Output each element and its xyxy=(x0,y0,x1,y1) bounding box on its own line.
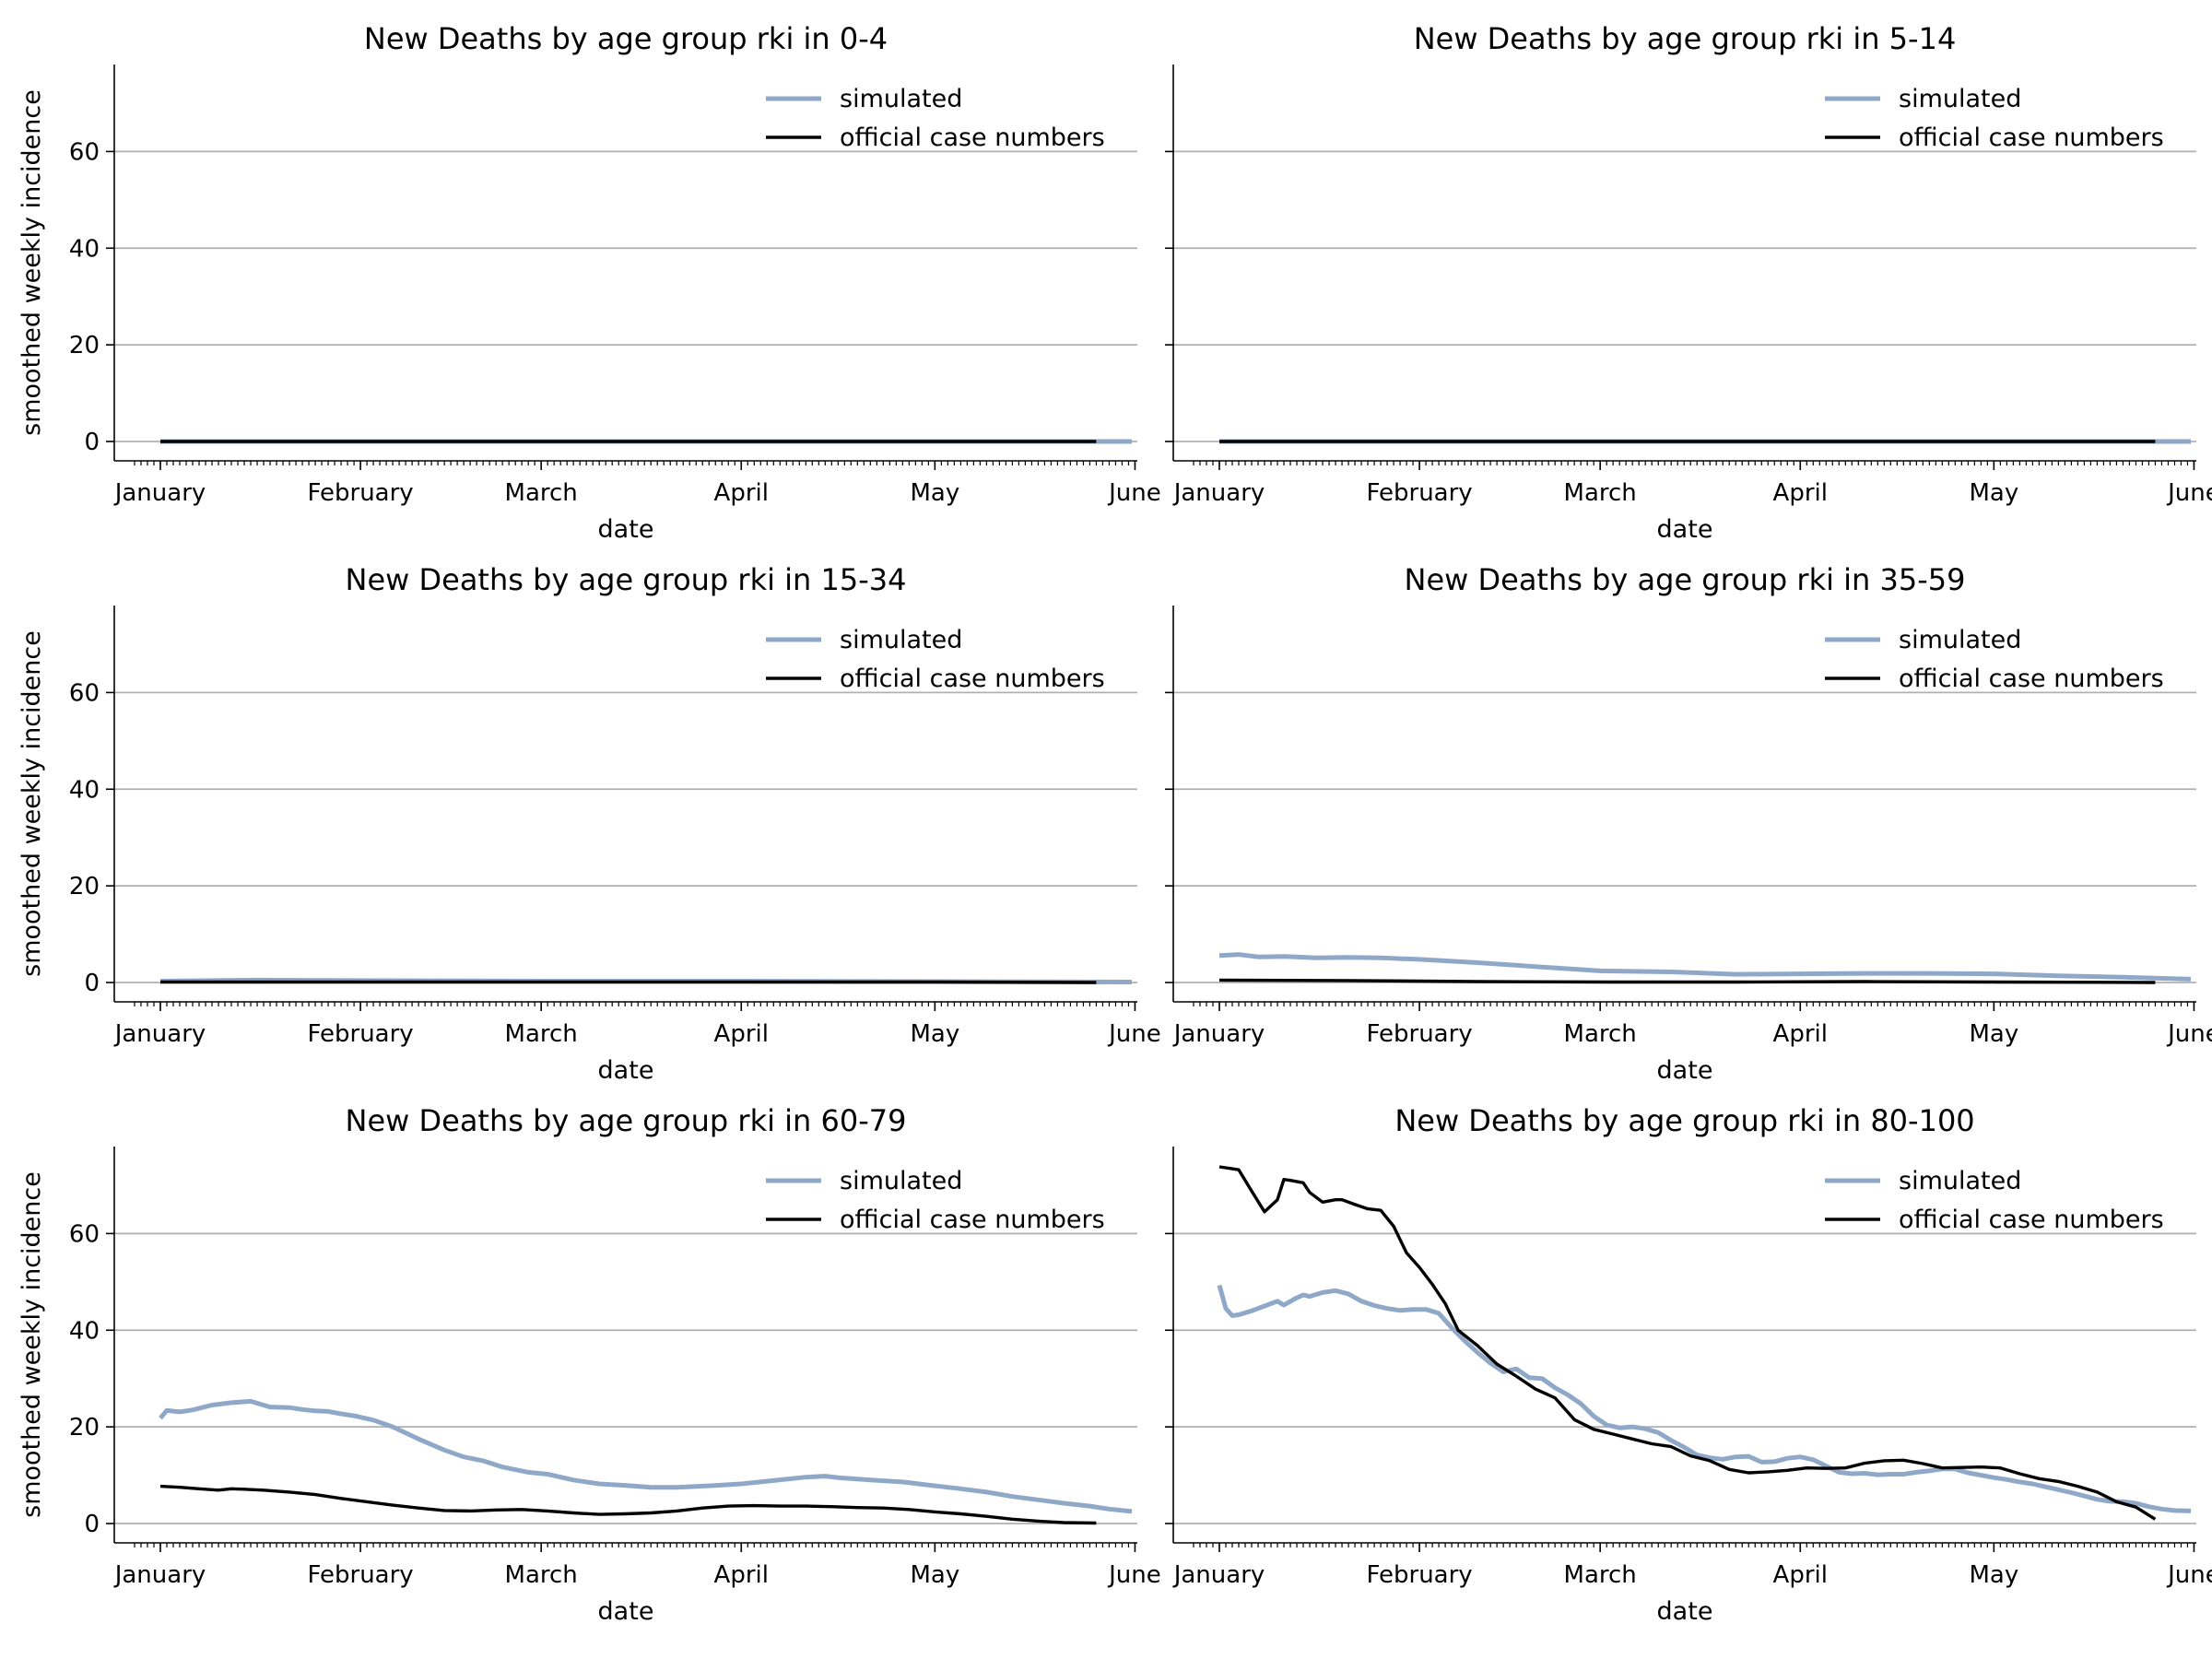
legend-label: simulated xyxy=(840,626,962,654)
x-tick-label: May xyxy=(910,1561,959,1589)
series-line-official-case-numbers xyxy=(159,1484,1097,1525)
x-tick-label: February xyxy=(307,1561,413,1589)
x-axis-label: date xyxy=(598,515,654,544)
subplot-5: 0 20 40 60 January February March April May June N… xyxy=(18,1103,1161,1626)
y-axis-label: smoothed weekly incidence xyxy=(18,1171,46,1518)
legend-label: simulated xyxy=(1899,626,2021,654)
x-tick-label: February xyxy=(1366,1020,1472,1048)
x-tick-label: May xyxy=(1969,1020,2018,1048)
x-axis-label: date xyxy=(1657,515,1713,544)
y-tick-label: 20 xyxy=(69,332,100,359)
subplot-6: January February March April May June New Deat… xyxy=(1165,1103,2212,1626)
x-tick-label: January xyxy=(113,479,206,507)
x-tick-label: March xyxy=(505,1020,578,1048)
y-tick-label: 0 xyxy=(84,429,100,456)
x-tick-label: April xyxy=(1773,479,1828,507)
x-axis-label: date xyxy=(1657,1056,1713,1085)
legend-label: simulated xyxy=(840,1167,962,1195)
subplot-4: January February March April May June New Deat… xyxy=(1165,562,2212,1085)
legend-label: simulated xyxy=(1899,1167,2021,1195)
y-axis-label: smoothed weekly incidence xyxy=(18,630,46,977)
chart-title: New Deaths by age group rki in 60-79 xyxy=(346,1103,907,1138)
x-tick-label: March xyxy=(505,1561,578,1589)
y-tick-label: 20 xyxy=(69,873,100,900)
subplot-2: January February March April May June New Deat… xyxy=(1165,21,2212,544)
legend-label: official case numbers xyxy=(1899,665,2164,693)
x-tick-label: April xyxy=(1773,1561,1828,1589)
x-tick-label: May xyxy=(1969,1561,2018,1589)
y-tick-label: 40 xyxy=(69,776,100,804)
x-tick-label: June xyxy=(2166,1561,2212,1589)
x-axis-label: date xyxy=(598,1056,654,1085)
x-tick-label: June xyxy=(1107,479,1161,507)
x-tick-label: March xyxy=(1564,479,1637,507)
x-tick-label: June xyxy=(1107,1561,1161,1589)
chart-title: New Deaths by age group rki in 35-59 xyxy=(1405,562,1966,597)
legend-label: official case numbers xyxy=(1899,1206,2164,1234)
legend-label: simulated xyxy=(840,85,962,113)
legend-label: official case numbers xyxy=(840,124,1105,152)
x-tick-label: January xyxy=(1172,1561,1265,1589)
x-tick-label: January xyxy=(1172,1020,1265,1048)
x-tick-label: June xyxy=(2166,1020,2212,1048)
x-tick-label: April xyxy=(714,1561,769,1589)
y-tick-label: 60 xyxy=(69,1220,100,1248)
x-tick-label: February xyxy=(307,479,413,507)
x-tick-label: March xyxy=(505,479,578,507)
x-tick-label: May xyxy=(910,1020,959,1048)
x-tick-label: June xyxy=(1107,1020,1161,1048)
legend-label: simulated xyxy=(1899,85,2021,113)
x-tick-label: February xyxy=(307,1020,413,1048)
x-axis-label: date xyxy=(1657,1597,1713,1626)
series-line-official-case-numbers xyxy=(1218,978,2156,984)
y-tick-label: 60 xyxy=(69,679,100,707)
y-tick-label: 0 xyxy=(84,1511,100,1538)
series-line-simulated xyxy=(159,1398,1133,1514)
x-tick-label: January xyxy=(113,1561,206,1589)
chart-title: New Deaths by age group rki in 80-100 xyxy=(1394,1103,1974,1138)
x-tick-label: May xyxy=(1969,479,2018,507)
y-tick-label: 40 xyxy=(69,1317,100,1345)
chart-title: New Deaths by age group rki in 0-4 xyxy=(364,21,888,56)
legend-label: official case numbers xyxy=(840,1206,1105,1234)
x-tick-label: June xyxy=(2166,479,2212,507)
legend-label: official case numbers xyxy=(840,665,1105,693)
series-line-simulated xyxy=(1218,952,2192,982)
x-tick-label: March xyxy=(1564,1561,1637,1589)
series-line-simulated xyxy=(1217,1284,2192,1513)
y-tick-label: 40 xyxy=(69,235,100,263)
x-tick-label: April xyxy=(714,479,769,507)
x-tick-label: February xyxy=(1366,479,1472,507)
x-tick-label: April xyxy=(714,1020,769,1048)
y-tick-label: 60 xyxy=(69,138,100,166)
legend-label: official case numbers xyxy=(1899,124,2164,152)
subplot-1: 0 20 40 60 January February March April May June N… xyxy=(18,21,1161,544)
x-tick-label: May xyxy=(910,479,959,507)
y-axis-label: smoothed weekly incidence xyxy=(18,89,46,436)
y-tick-label: 0 xyxy=(84,970,100,997)
chart-title: New Deaths by age group rki in 5-14 xyxy=(1414,21,1957,56)
subplot-3: 0 20 40 60 January February March April May June N… xyxy=(18,562,1161,1085)
series-line-official-case-numbers xyxy=(160,980,1097,984)
x-tick-label: January xyxy=(113,1020,206,1048)
series-line-official-case-numbers xyxy=(1218,1165,2157,1521)
x-tick-label: February xyxy=(1366,1561,1472,1589)
x-tick-label: March xyxy=(1564,1020,1637,1048)
x-tick-label: January xyxy=(1172,479,1265,507)
chart-title: New Deaths by age group rki in 15-34 xyxy=(346,562,907,597)
x-tick-label: April xyxy=(1773,1020,1828,1048)
y-tick-label: 20 xyxy=(69,1414,100,1441)
x-axis-label: date xyxy=(598,1597,654,1626)
